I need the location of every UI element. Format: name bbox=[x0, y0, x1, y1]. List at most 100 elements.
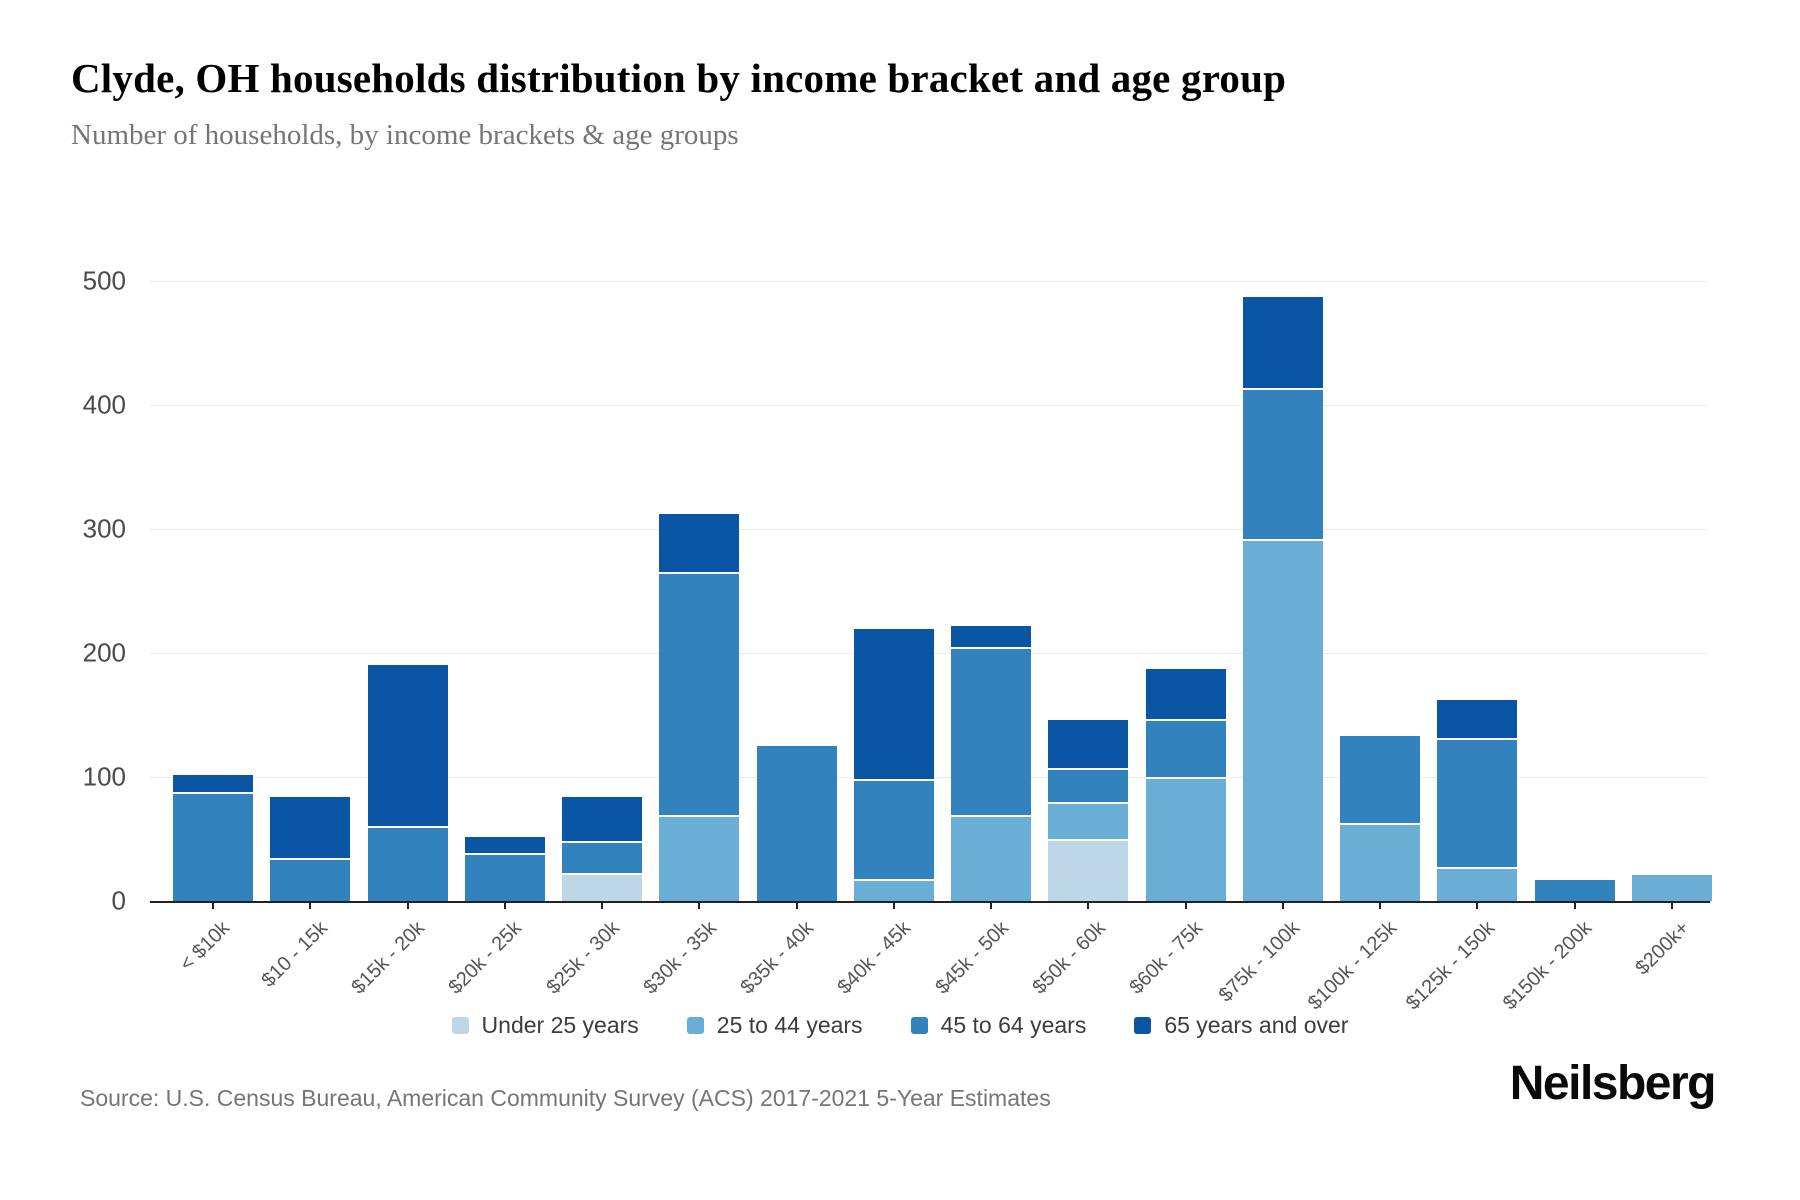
x-axis-tick bbox=[1670, 902, 1673, 909]
bar-segment bbox=[756, 746, 837, 901]
y-axis: 0 100 200 300 400 500 bbox=[0, 266, 132, 916]
bar-segment bbox=[1437, 700, 1518, 740]
bar-segment bbox=[659, 514, 740, 574]
bar-segment bbox=[367, 665, 448, 828]
bar-segment bbox=[464, 836, 545, 856]
bar bbox=[1145, 669, 1226, 901]
legend-swatch-icon bbox=[1134, 1017, 1152, 1034]
x-axis-tick-label: $125k - 150k bbox=[1401, 917, 1499, 1015]
bar-segment bbox=[562, 874, 642, 901]
bar-segment bbox=[464, 855, 545, 901]
x-axis-tick-label: $200k+ bbox=[1630, 917, 1694, 980]
x-axis-tick-label: $25k - 30k bbox=[541, 917, 624, 999]
y-axis-tick-label: 400 bbox=[82, 389, 126, 420]
gridline bbox=[150, 281, 1708, 282]
x-axis-tick bbox=[1573, 902, 1576, 909]
bar bbox=[270, 796, 351, 901]
bar-segment bbox=[853, 780, 934, 882]
bar-segment bbox=[951, 649, 1031, 817]
y-axis-tick-label: 200 bbox=[82, 637, 126, 668]
bar bbox=[951, 625, 1031, 901]
legend-label: Under 25 years bbox=[481, 1012, 639, 1038]
y-axis-tick-label: 300 bbox=[82, 513, 126, 544]
bar bbox=[1048, 719, 1129, 901]
bar-segment bbox=[270, 796, 351, 861]
x-axis-tick bbox=[1087, 902, 1090, 909]
bar-segment bbox=[367, 827, 448, 901]
x-axis-tick-label: $35k - 40k bbox=[736, 917, 819, 999]
x-axis-tick bbox=[990, 902, 992, 909]
legend-item[interactable]: 45 to 64 years bbox=[910, 1012, 1087, 1039]
bar-segment bbox=[173, 774, 253, 795]
bar-segment bbox=[1631, 874, 1712, 901]
x-axis-tick-label: $45k - 50k bbox=[930, 917, 1013, 999]
bar-segment bbox=[1048, 719, 1129, 770]
chart-subtitle: Number of households, by income brackets… bbox=[71, 119, 739, 151]
brand-logo: Neilsberg bbox=[1509, 1057, 1717, 1110]
bar-segment bbox=[1048, 804, 1129, 842]
legend-swatch-icon bbox=[451, 1017, 469, 1034]
x-axis-tick bbox=[1281, 902, 1284, 909]
x-axis-tick bbox=[309, 902, 312, 909]
gridline bbox=[150, 405, 1708, 406]
x-axis-tick-label: < $10k bbox=[176, 917, 235, 976]
legend-item[interactable]: Under 25 years bbox=[451, 1012, 639, 1039]
x-axis-tick bbox=[1476, 902, 1479, 909]
legend-label: 65 years and over bbox=[1164, 1012, 1349, 1038]
legend: Under 25 years 25 to 44 years 45 to 64 yea… bbox=[0, 1012, 1800, 1039]
bar-segment bbox=[659, 573, 740, 817]
bar-segment bbox=[1437, 739, 1518, 869]
bar bbox=[756, 746, 837, 901]
gridline bbox=[150, 529, 1708, 530]
bar-segment bbox=[1242, 297, 1323, 391]
legend-label: 25 to 44 years bbox=[716, 1012, 863, 1038]
x-axis-tick bbox=[795, 902, 798, 909]
x-axis-tick bbox=[1184, 902, 1187, 909]
bar-segment bbox=[1340, 825, 1420, 901]
bar bbox=[659, 514, 740, 901]
y-axis-tick-label: 500 bbox=[82, 265, 126, 296]
legend-item[interactable]: 65 years and over bbox=[1134, 1012, 1348, 1039]
bar bbox=[367, 665, 448, 901]
bar-segment bbox=[1242, 541, 1323, 901]
x-axis-tick bbox=[212, 902, 214, 909]
bar-segment bbox=[1534, 879, 1615, 901]
x-axis-tick bbox=[698, 902, 701, 909]
y-axis-tick-label: 100 bbox=[82, 761, 126, 792]
bar bbox=[464, 836, 545, 901]
bar bbox=[1534, 879, 1615, 901]
x-axis-tick bbox=[503, 902, 506, 909]
legend-swatch-icon bbox=[686, 1017, 704, 1034]
bar-segment bbox=[659, 816, 740, 901]
bar-segment bbox=[853, 629, 934, 781]
legend-item[interactable]: 25 to 44 years bbox=[686, 1012, 863, 1039]
bar-segment bbox=[562, 842, 642, 875]
x-axis-tick-label: $75k - 100k bbox=[1214, 917, 1305, 1007]
x-axis-tick-label: $50k - 60k bbox=[1028, 917, 1110, 999]
bar-segment bbox=[270, 860, 351, 901]
bar-segment bbox=[562, 796, 642, 843]
x-axis-tick-label: $150k - 200k bbox=[1498, 917, 1597, 1015]
chart-title: Clyde, OH households distribution by inc… bbox=[71, 55, 1287, 101]
bar-segment bbox=[1048, 769, 1129, 805]
x-axis-tick-label: $100k - 125k bbox=[1304, 917, 1402, 1015]
bar-segment bbox=[951, 625, 1031, 650]
x-axis-tick-label: $20k - 25k bbox=[444, 917, 527, 999]
bar-segment bbox=[1048, 841, 1129, 901]
bar bbox=[1437, 700, 1518, 901]
bar-segment bbox=[1145, 779, 1226, 901]
legend-swatch-icon bbox=[910, 1017, 928, 1034]
legend-label: 45 to 64 years bbox=[940, 1012, 1087, 1038]
y-axis-tick-label: 0 bbox=[111, 885, 126, 916]
bar-segment bbox=[1437, 868, 1518, 901]
bar-segment bbox=[853, 881, 934, 901]
bar bbox=[562, 796, 642, 901]
bar bbox=[1631, 874, 1712, 901]
bar-segment bbox=[173, 794, 253, 901]
x-axis-tick-label: $10 - 15k bbox=[257, 917, 332, 992]
x-axis-tick bbox=[892, 902, 895, 909]
x-axis-tick-label: $40k - 45k bbox=[833, 917, 916, 999]
x-axis-tick-label: $60k - 75k bbox=[1125, 917, 1208, 999]
x-axis-tick-label: $30k - 35k bbox=[639, 917, 721, 999]
bar-segment bbox=[1145, 721, 1226, 780]
